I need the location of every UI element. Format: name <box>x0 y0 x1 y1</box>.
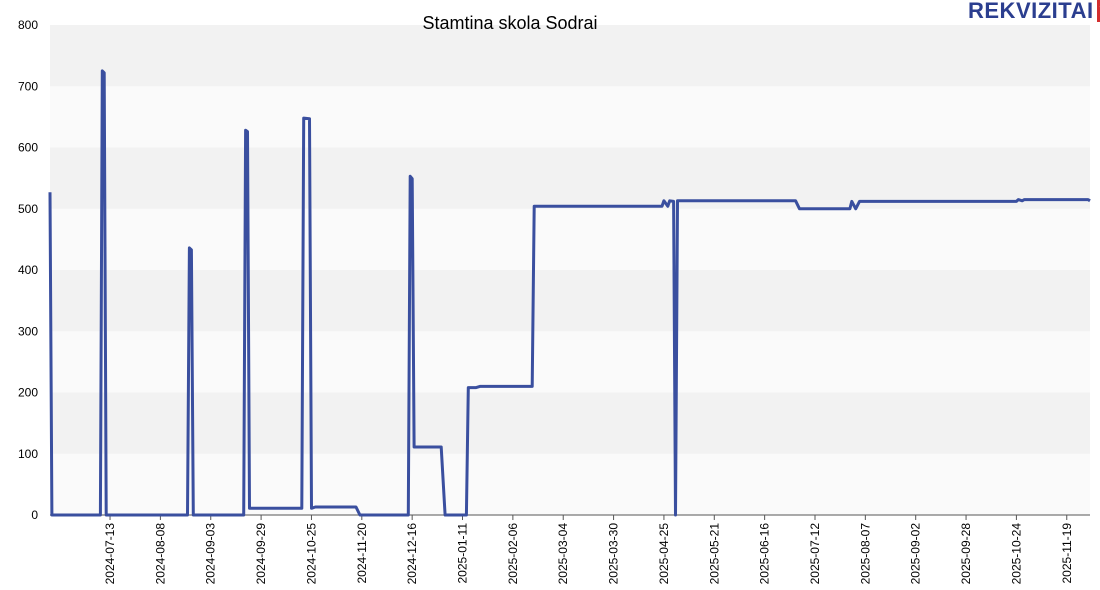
y-tick-label: 0 <box>31 508 38 522</box>
x-tick-label: 2024-12-16 <box>405 523 419 585</box>
x-tick-label: 2025-07-12 <box>808 523 822 585</box>
y-tick-label: 300 <box>18 324 38 338</box>
brand-badge: VŽ <box>1096 0 1100 22</box>
x-tick-label: 2024-11-20 <box>355 523 369 584</box>
series-line <box>48 69 1091 517</box>
x-tick-label: 2025-10-24 <box>1009 523 1023 585</box>
x-tick-label: 2025-05-21 <box>707 523 721 585</box>
x-tick-label: 2025-02-06 <box>506 523 520 585</box>
grid-band <box>50 453 1090 515</box>
y-tick-label: 600 <box>18 141 38 155</box>
y-tick-label: 800 <box>18 18 38 32</box>
y-axis: 0 100 200 300 400 500 600 700 800 <box>18 18 38 522</box>
grid-band <box>50 331 1090 393</box>
grid-band <box>50 86 1090 148</box>
x-tick-label: 2025-06-16 <box>758 523 772 585</box>
x-tick-label: 2025-09-02 <box>909 523 923 585</box>
x-tick-label: 2024-07-13 <box>103 523 117 585</box>
y-tick-label: 500 <box>18 202 38 216</box>
y-tick-label: 100 <box>18 447 38 461</box>
grid-band <box>50 270 1090 332</box>
x-tick-label: 2024-09-29 <box>254 523 268 585</box>
grid-band <box>50 208 1090 270</box>
grid-band <box>50 392 1090 454</box>
y-tick-label: 700 <box>18 79 38 93</box>
brand-name: REKVIZITAI <box>968 0 1094 23</box>
x-tick-label: 2025-11-19 <box>1060 523 1074 584</box>
x-tick-label: 2025-01-11 <box>456 523 470 584</box>
x-tick-label: 2024-08-08 <box>153 523 167 585</box>
chart-title: Stamtina skola Sodrai <box>422 13 597 33</box>
x-axis: 2024-07-13 2024-08-08 2024-09-03 2024-09-29… <box>103 515 1074 584</box>
x-tick-label: 2024-09-03 <box>204 523 218 585</box>
y-tick-label: 200 <box>18 386 38 400</box>
x-tick-label: 2024-10-25 <box>304 523 318 585</box>
x-tick-label: 2025-09-28 <box>959 523 973 585</box>
grid-bands <box>50 25 1090 515</box>
x-tick-label: 2025-04-25 <box>657 523 671 585</box>
brand-logo: REKVIZITAI VŽ <box>968 0 1100 22</box>
grid-band <box>50 147 1090 209</box>
grid-band <box>50 25 1090 87</box>
x-tick-label: 2025-03-30 <box>607 523 621 585</box>
x-tick-label: 2025-03-04 <box>556 523 570 585</box>
x-tick-label: 2025-08-07 <box>858 523 872 585</box>
y-tick-label: 400 <box>18 263 38 277</box>
